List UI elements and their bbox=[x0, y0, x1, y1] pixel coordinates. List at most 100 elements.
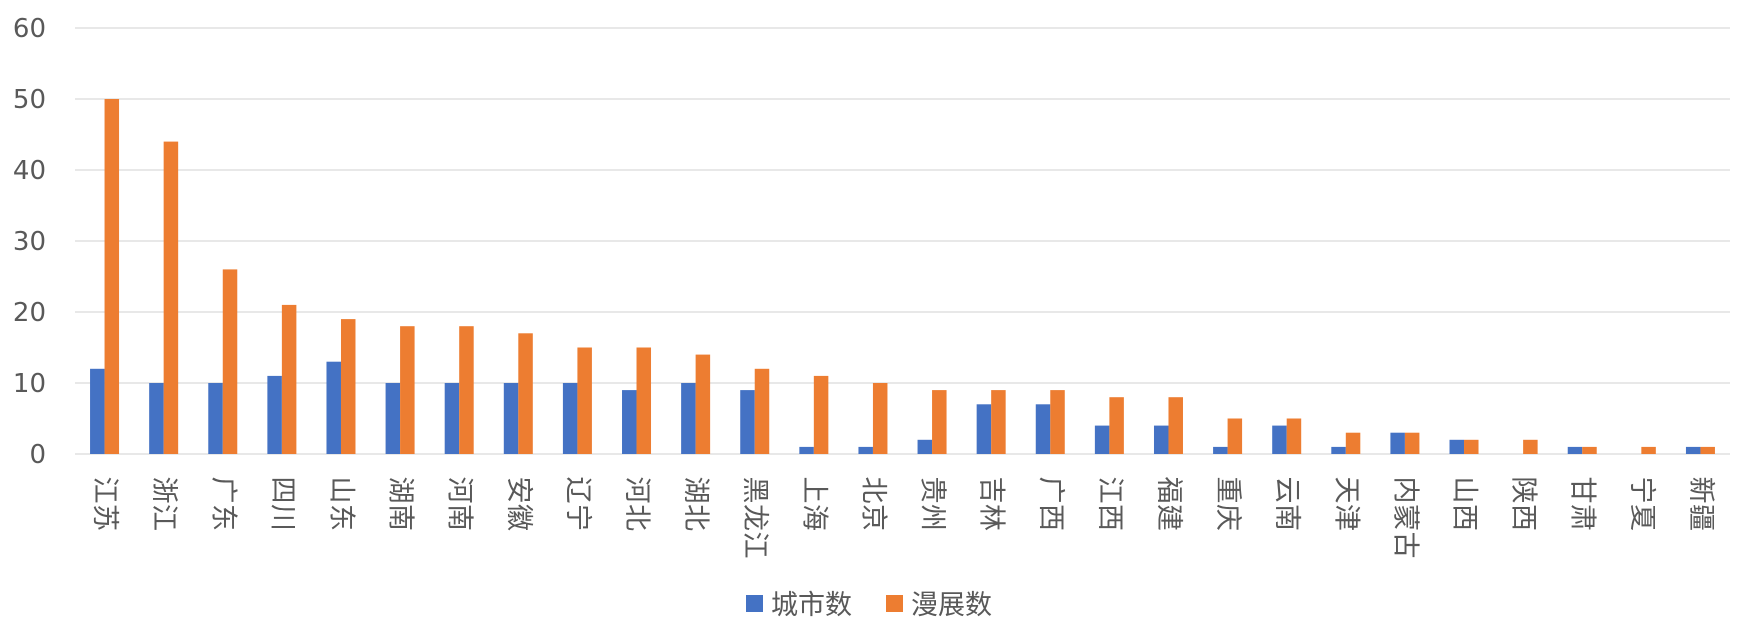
bar-cities bbox=[1153, 425, 1169, 454]
bar-expos bbox=[932, 390, 947, 454]
x-tick-char: 黑 bbox=[739, 477, 770, 504]
x-tick-label: 上海 bbox=[798, 477, 829, 532]
x-tick-char: 西 bbox=[1449, 504, 1480, 531]
legend-item-cities[interactable]: 城市数 bbox=[746, 590, 852, 621]
x-tick-char: 津 bbox=[1330, 504, 1361, 531]
x-tick-label: 辽宁 bbox=[562, 477, 593, 532]
x-tick-label: 北京 bbox=[857, 477, 888, 532]
x-tick-char: 河 bbox=[621, 477, 652, 504]
x-tick-char: 四 bbox=[266, 477, 297, 504]
x-tick-char: 吉 bbox=[976, 477, 1007, 504]
bar-cities bbox=[622, 390, 637, 454]
x-tick-char: 山 bbox=[1449, 477, 1480, 504]
bar-cities bbox=[1567, 446, 1583, 454]
legend-swatch bbox=[886, 595, 903, 612]
x-axis-ticks: 江苏浙江广东四川山东湖南河南安徽辽宁河北湖北黑龙江上海北京贵州吉林广西江西福建重… bbox=[89, 477, 1716, 559]
y-tick-label: 30 bbox=[13, 227, 46, 257]
x-tick-label: 河北 bbox=[621, 477, 652, 532]
x-tick-char: 南 bbox=[444, 504, 475, 531]
bar-cities bbox=[681, 383, 696, 454]
x-tick-label: 山东 bbox=[325, 477, 356, 532]
bar-expos bbox=[1286, 418, 1302, 454]
bar-expos bbox=[1168, 397, 1183, 454]
x-tick-char: 新 bbox=[1685, 477, 1716, 504]
bar-expos bbox=[1050, 390, 1065, 454]
x-tick-label: 广东 bbox=[207, 477, 238, 532]
x-tick-char: 江 bbox=[148, 504, 179, 531]
x-tick-char: 福 bbox=[1153, 477, 1184, 504]
x-tick-char: 浙 bbox=[148, 477, 179, 504]
bar-expos bbox=[1464, 439, 1479, 454]
bar-cities bbox=[976, 404, 992, 454]
bar-expos bbox=[991, 390, 1006, 454]
bar-expos bbox=[577, 347, 592, 454]
x-tick-char: 海 bbox=[798, 504, 829, 531]
x-tick-char: 东 bbox=[325, 504, 356, 531]
x-tick-char: 京 bbox=[857, 504, 888, 531]
legend[interactable]: 城市数 漫展数 bbox=[746, 590, 992, 621]
bar-cities bbox=[267, 375, 282, 454]
legend-item-expos[interactable]: 漫展数 bbox=[886, 590, 992, 621]
x-tick-label: 广西 bbox=[1035, 477, 1066, 532]
x-tick-char: 安 bbox=[503, 477, 534, 504]
y-tick-label: 0 bbox=[29, 440, 46, 470]
x-tick-char: 江 bbox=[89, 477, 120, 504]
x-tick-char: 庆 bbox=[1212, 504, 1243, 531]
x-tick-char: 云 bbox=[1271, 477, 1302, 504]
x-tick-char: 北 bbox=[680, 504, 711, 531]
x-tick-label: 天津 bbox=[1330, 477, 1361, 532]
bar-expos bbox=[1345, 432, 1361, 454]
x-tick-label: 宁夏 bbox=[1626, 477, 1657, 532]
x-tick-label: 江西 bbox=[1094, 477, 1125, 532]
bar-cities bbox=[1213, 446, 1228, 454]
x-tick-char: 甘 bbox=[1567, 477, 1598, 504]
x-tick-label: 甘肃 bbox=[1567, 477, 1598, 532]
x-tick-char: 东 bbox=[207, 504, 238, 531]
bar-cities bbox=[385, 383, 401, 454]
bar-cities bbox=[444, 383, 460, 454]
x-tick-char: 重 bbox=[1212, 477, 1243, 504]
bar-cities bbox=[90, 368, 105, 454]
x-tick-label: 河南 bbox=[444, 477, 475, 532]
x-tick-char: 川 bbox=[266, 504, 297, 531]
bar-expos bbox=[872, 383, 888, 454]
gridlines bbox=[75, 27, 1730, 455]
bar-cities bbox=[1094, 425, 1110, 454]
bar-cities bbox=[562, 383, 578, 454]
x-tick-char: 湖 bbox=[385, 477, 416, 504]
bar-cities bbox=[208, 383, 223, 454]
bar-expos bbox=[1641, 446, 1656, 454]
x-tick-char: 广 bbox=[1035, 477, 1066, 504]
bar-expos bbox=[1582, 446, 1597, 454]
bar-cities bbox=[503, 383, 519, 454]
x-tick-label: 吉林 bbox=[976, 477, 1007, 532]
x-tick-char: 江 bbox=[1094, 477, 1125, 504]
bar-expos bbox=[1109, 397, 1124, 454]
x-tick-label: 重庆 bbox=[1212, 477, 1243, 532]
x-tick-char: 南 bbox=[385, 504, 416, 531]
x-tick-label: 湖北 bbox=[680, 477, 711, 532]
bar-cities bbox=[917, 439, 933, 454]
x-tick-char: 州 bbox=[917, 504, 948, 531]
bar-expos bbox=[340, 319, 356, 454]
bar-cities bbox=[1272, 425, 1287, 454]
bar-expos bbox=[518, 333, 533, 454]
x-tick-char: 广 bbox=[207, 477, 238, 504]
x-tick-char: 辽 bbox=[562, 477, 593, 504]
x-tick-char: 天 bbox=[1330, 477, 1361, 504]
x-tick-char: 古 bbox=[1389, 532, 1420, 559]
bar-expos bbox=[1404, 432, 1420, 454]
x-tick-label: 陕西 bbox=[1508, 477, 1539, 532]
x-tick-char: 肃 bbox=[1567, 504, 1598, 531]
x-tick-char: 西 bbox=[1508, 504, 1539, 531]
bar-cities bbox=[1449, 439, 1465, 454]
y-axis-ticks: 0 10 20 30 40 50 60 bbox=[13, 14, 46, 470]
bar-cities bbox=[1331, 446, 1346, 454]
x-tick-char: 建 bbox=[1153, 504, 1184, 531]
bar-expos bbox=[1227, 418, 1243, 454]
x-tick-char: 贵 bbox=[917, 477, 948, 504]
x-tick-label: 福建 bbox=[1153, 477, 1184, 532]
bar-expos bbox=[1523, 439, 1538, 454]
bar-cities bbox=[1390, 432, 1405, 454]
